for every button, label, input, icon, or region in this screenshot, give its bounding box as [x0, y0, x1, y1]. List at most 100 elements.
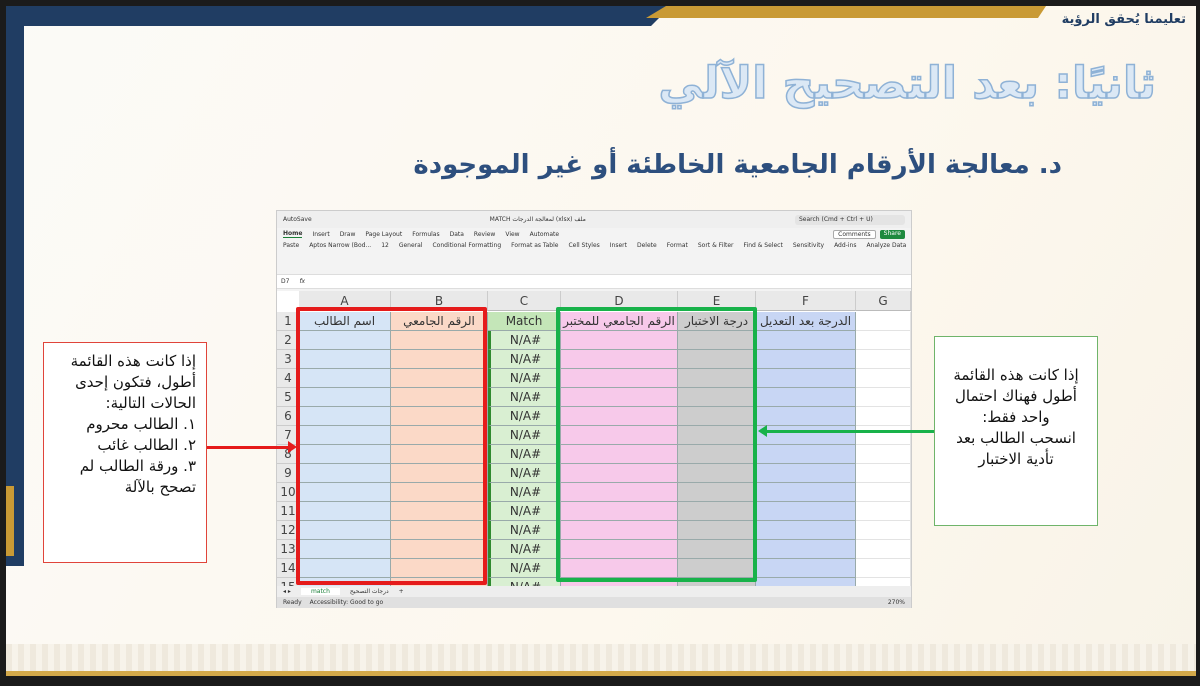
row-header-6[interactable]: 6: [277, 407, 299, 426]
cell-B8[interactable]: [391, 445, 488, 464]
tab-formulas[interactable]: Formulas: [412, 230, 440, 238]
cell-G10[interactable]: [856, 483, 911, 502]
ribbon-sensitivity[interactable]: Sensitivity: [792, 242, 825, 249]
cell-F10[interactable]: [756, 483, 856, 502]
cell-D10[interactable]: [561, 483, 678, 502]
ribbon-insert[interactable]: Insert: [609, 242, 627, 249]
search-input[interactable]: Search (Cmd + Ctrl + U): [795, 214, 905, 225]
spreadsheet-grid[interactable]: A B C D E F G 1 اسم الطالب الرقم الجامعي Match الرق…: [277, 291, 911, 586]
cell-B6[interactable]: [391, 407, 488, 426]
tab-insert[interactable]: Insert: [312, 230, 330, 238]
cell-G7[interactable]: [856, 426, 911, 445]
share-button[interactable]: Share: [879, 229, 905, 239]
row-header-10[interactable]: 10: [277, 483, 299, 502]
cell-A4[interactable]: [299, 369, 391, 388]
cell-A1[interactable]: اسم الطالب: [299, 312, 391, 331]
cell-A9[interactable]: [299, 464, 391, 483]
cell-F1[interactable]: الدرجة بعد التعديل: [756, 312, 856, 331]
column-header-C[interactable]: C: [488, 291, 561, 311]
sheet-tab-grades[interactable]: درجات التصحيح: [349, 588, 389, 595]
cell-B1[interactable]: الرقم الجامعي: [391, 312, 488, 331]
sheet-tab-match[interactable]: match: [300, 588, 340, 595]
ribbon-format[interactable]: Format: [666, 242, 688, 249]
cell-C2[interactable]: #N/A: [488, 331, 561, 350]
cell-D4[interactable]: [561, 369, 678, 388]
cell-C5[interactable]: #N/A: [488, 388, 561, 407]
ribbon-analyze-data[interactable]: Analyze Data: [866, 242, 907, 249]
row-header-4[interactable]: 4: [277, 369, 299, 388]
zoom-level[interactable]: 270%: [887, 599, 905, 606]
cell-C1[interactable]: Match: [488, 312, 561, 331]
cell-G14[interactable]: [856, 559, 911, 578]
cell-C7[interactable]: #N/A: [488, 426, 561, 445]
tab-review[interactable]: Review: [473, 230, 496, 238]
cell-F15[interactable]: [756, 578, 856, 586]
ribbon-general[interactable]: General: [398, 242, 423, 249]
cell-C10[interactable]: #N/A: [488, 483, 561, 502]
cell-C11[interactable]: #N/A: [488, 502, 561, 521]
cell-D6[interactable]: [561, 407, 678, 426]
cell-G13[interactable]: [856, 540, 911, 559]
name-box[interactable]: D7: [281, 278, 290, 285]
column-header-F[interactable]: F: [756, 291, 856, 311]
cell-G1[interactable]: [856, 312, 911, 331]
cell-D12[interactable]: [561, 521, 678, 540]
row-header-5[interactable]: 5: [277, 388, 299, 407]
cell-C15[interactable]: #N/A: [488, 578, 561, 586]
cell-G12[interactable]: [856, 521, 911, 540]
cell-A10[interactable]: [299, 483, 391, 502]
cell-A11[interactable]: [299, 502, 391, 521]
cell-B12[interactable]: [391, 521, 488, 540]
row-header-13[interactable]: 13: [277, 540, 299, 559]
cell-C8[interactable]: #N/A: [488, 445, 561, 464]
cell-C3[interactable]: #N/A: [488, 350, 561, 369]
row-header-3[interactable]: 3: [277, 350, 299, 369]
cell-A3[interactable]: [299, 350, 391, 369]
cell-C6[interactable]: #N/A: [488, 407, 561, 426]
cell-F6[interactable]: [756, 407, 856, 426]
cell-G8[interactable]: [856, 445, 911, 464]
cell-B3[interactable]: [391, 350, 488, 369]
cell-D13[interactable]: [561, 540, 678, 559]
cell-B13[interactable]: [391, 540, 488, 559]
cell-F5[interactable]: [756, 388, 856, 407]
ribbon-find-select[interactable]: Find & Select: [743, 242, 783, 249]
cell-F4[interactable]: [756, 369, 856, 388]
cell-A8[interactable]: [299, 445, 391, 464]
cell-G2[interactable]: [856, 331, 911, 350]
cell-F11[interactable]: [756, 502, 856, 521]
cell-D8[interactable]: [561, 445, 678, 464]
cell-A2[interactable]: [299, 331, 391, 350]
cell-F9[interactable]: [756, 464, 856, 483]
cell-B5[interactable]: [391, 388, 488, 407]
tab-page-layout[interactable]: Page Layout: [365, 230, 403, 238]
row-header-2[interactable]: 2: [277, 331, 299, 350]
tab-view[interactable]: View: [505, 230, 520, 238]
cell-A12[interactable]: [299, 521, 391, 540]
row-header-9[interactable]: 9: [277, 464, 299, 483]
comments-button[interactable]: Comments: [833, 229, 876, 239]
cell-D15[interactable]: [561, 578, 678, 586]
cell-G9[interactable]: [856, 464, 911, 483]
cell-A5[interactable]: [299, 388, 391, 407]
ribbon-cell-styles[interactable]: Cell Styles: [568, 242, 600, 249]
cell-D5[interactable]: [561, 388, 678, 407]
ribbon-conditional-formatting[interactable]: Conditional Formatting: [432, 242, 502, 249]
cell-D9[interactable]: [561, 464, 678, 483]
accessibility-status[interactable]: Accessibility: Good to go: [309, 599, 384, 606]
tab-data[interactable]: Data: [449, 230, 464, 238]
ribbon-paste[interactable]: Paste: [283, 242, 300, 249]
ribbon-delete[interactable]: Delete: [636, 242, 657, 249]
cell-D3[interactable]: [561, 350, 678, 369]
ribbon-format-as-table[interactable]: Format as Table: [511, 242, 559, 249]
cell-B11[interactable]: [391, 502, 488, 521]
cell-B4[interactable]: [391, 369, 488, 388]
row-header-1[interactable]: 1: [277, 312, 299, 331]
cell-D14[interactable]: [561, 559, 678, 578]
cell-F8[interactable]: [756, 445, 856, 464]
cell-B2[interactable]: [391, 331, 488, 350]
cell-E15[interactable]: [678, 578, 756, 586]
tab-draw[interactable]: Draw: [339, 230, 356, 238]
cell-G15[interactable]: [856, 578, 911, 586]
cell-G4[interactable]: [856, 369, 911, 388]
